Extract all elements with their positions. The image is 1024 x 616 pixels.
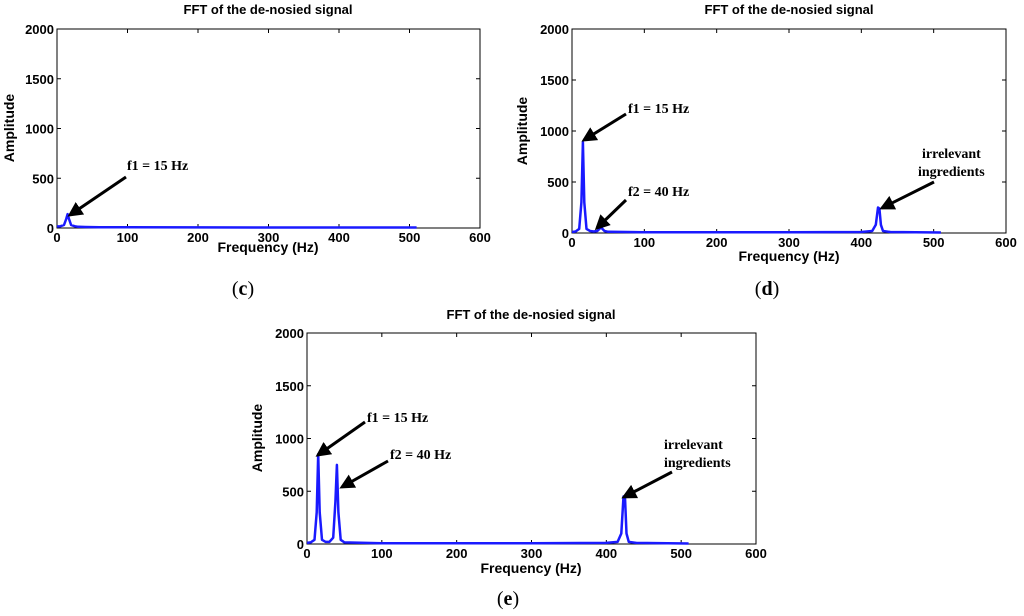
x-tick-label: 500 — [670, 546, 692, 561]
panel-label: (e) — [497, 588, 519, 610]
annotation-text: f2 = 40 Hz — [628, 185, 689, 200]
x-tick-label: 100 — [117, 230, 139, 245]
annotation-text: f1 = 15 Hz — [127, 159, 188, 174]
plot-frame — [571, 28, 1007, 234]
panel-label: (c) — [232, 278, 254, 300]
annotation: f2 = 40 Hz — [339, 448, 451, 489]
annotation: f2 = 40 Hz — [594, 185, 689, 231]
annotation-text: irrelevant — [922, 147, 981, 162]
y-tick-label: 1000 — [540, 124, 569, 139]
plot-frame — [306, 332, 757, 545]
chart-panel-c: FFT of the de-nosied signal 0 100 200 300 400… — [1, 2, 491, 300]
x-tick-label: 600 — [995, 235, 1017, 250]
annotation-text-line2: ingredients — [664, 456, 731, 471]
annotation: f1 = 15 Hz — [315, 411, 428, 457]
annotation: f1 = 15 Hz — [67, 159, 188, 217]
y-tick-label: 500 — [282, 484, 304, 499]
x-tick-label: 400 — [595, 546, 617, 561]
y-tick-label: 1500 — [25, 72, 54, 87]
x-tick-label: 400 — [328, 230, 350, 245]
annotation: f1 = 15 Hz — [581, 102, 689, 142]
x-axis-label: Frequency (Hz) — [217, 239, 318, 255]
fft-spectrum-line — [56, 212, 417, 229]
annotation-arrow — [315, 420, 366, 457]
y-tick-label: 500 — [32, 171, 54, 186]
annotation-arrow — [594, 198, 628, 231]
annotation: irrelevant ingredients — [879, 147, 985, 210]
x-tick-label: 100 — [633, 235, 655, 250]
annotation-text: f1 = 15 Hz — [367, 411, 428, 426]
chart-panel-d: FFT of the de-nosied signal 0 100 200 300 400… — [514, 2, 1017, 300]
chart-panel-e: FFT of the de-nosied signal 0 100 200 300 400… — [249, 307, 767, 610]
x-tick-label: 200 — [706, 235, 728, 250]
x-axis-label: Frequency (Hz) — [480, 560, 581, 576]
plot-frame — [56, 28, 481, 229]
y-axis-label: Amplitude — [249, 404, 265, 473]
x-tick-label: 600 — [745, 546, 767, 561]
x-tick-label: 0 — [53, 230, 60, 245]
fft-spectrum-line — [571, 140, 941, 234]
y-tick-label: 1500 — [540, 73, 569, 88]
annotation-text-line2: ingredients — [918, 165, 985, 180]
x-axis-label: Frequency (Hz) — [738, 248, 839, 264]
y-tick-label: 0 — [297, 537, 304, 552]
y-tick-label: 0 — [562, 226, 569, 241]
x-tick-label: 200 — [446, 546, 468, 561]
y-tick-label: 2000 — [275, 326, 304, 341]
y-tick-label: 1000 — [275, 432, 304, 447]
x-tick-label: 500 — [399, 230, 421, 245]
x-tick-label: 0 — [568, 235, 575, 250]
x-tick-label: 300 — [258, 230, 280, 245]
y-axis-label: Amplitude — [1, 94, 17, 163]
annotation-arrow — [621, 470, 673, 499]
annotation-arrow — [581, 112, 627, 142]
y-tick-label: 1500 — [275, 379, 304, 394]
x-tick-label: 300 — [521, 546, 543, 561]
x-tick-label: 300 — [778, 235, 800, 250]
chart-title: FFT of the de-nosied signal — [705, 2, 874, 17]
x-tick-label: 0 — [303, 546, 310, 561]
annotation-arrow — [67, 175, 127, 217]
annotation-text: irrelevant — [664, 438, 723, 453]
y-tick-label: 2000 — [540, 22, 569, 37]
chart-title: FFT of the de-nosied signal — [184, 2, 353, 17]
x-tick-label: 100 — [371, 546, 393, 561]
panel-label: (d) — [755, 278, 779, 300]
x-tick-label: 200 — [187, 230, 209, 245]
y-tick-label: 500 — [547, 175, 569, 190]
annotation-text: f1 = 15 Hz — [628, 102, 689, 117]
annotation-arrow — [879, 180, 935, 210]
annotation: irrelevant ingredients — [621, 438, 731, 499]
y-tick-label: 0 — [47, 221, 54, 236]
annotation-text: f2 = 40 Hz — [390, 448, 451, 463]
annotation-arrow — [339, 459, 389, 489]
y-tick-label: 2000 — [25, 22, 54, 37]
y-tick-label: 1000 — [25, 122, 54, 137]
chart-title: FFT of the de-nosied signal — [447, 307, 616, 322]
x-tick-label: 500 — [923, 235, 945, 250]
y-axis-label: Amplitude — [514, 97, 530, 166]
x-tick-label: 600 — [469, 230, 491, 245]
x-tick-label: 400 — [850, 235, 872, 250]
